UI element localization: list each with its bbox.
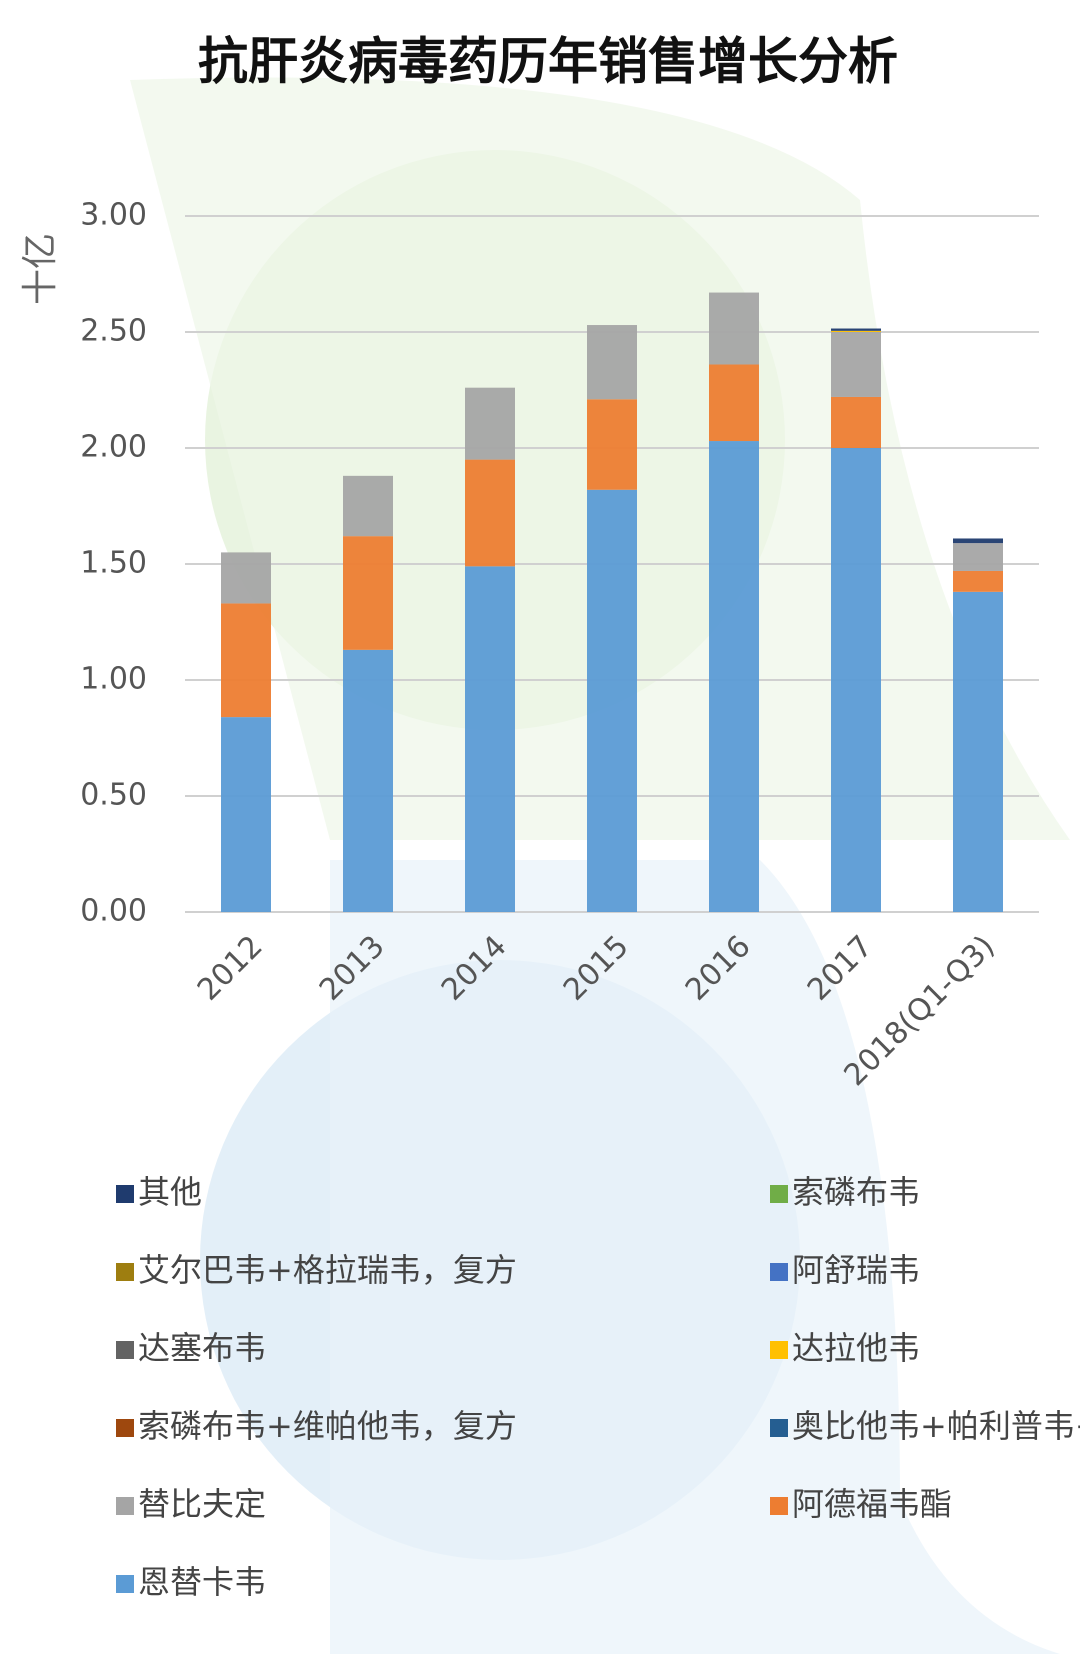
- legend-label: 达拉他韦: [792, 1329, 920, 1367]
- bar-segment: [221, 717, 271, 912]
- bar-segment: [587, 399, 637, 490]
- y-tick-label: 2.00: [80, 430, 147, 465]
- bar-segment: [831, 332, 881, 397]
- legend-label: 艾尔巴韦+格拉瑞韦，复方: [138, 1251, 517, 1289]
- legend-swatch: [770, 1185, 788, 1203]
- legend-label: 阿德福韦酯: [792, 1485, 952, 1523]
- bar-segment: [709, 292, 759, 365]
- bar-segment: [343, 536, 393, 650]
- legend-label: 其他: [138, 1173, 202, 1211]
- legend-swatch: [770, 1497, 788, 1515]
- y-axis-label: 十亿: [20, 233, 61, 305]
- legend-label: 恩替卡韦: [138, 1563, 266, 1601]
- legend-swatch: [116, 1185, 134, 1203]
- y-tick-label: 3.00: [80, 198, 147, 233]
- bar-segment: [831, 448, 881, 912]
- legend-swatch: [116, 1341, 134, 1359]
- decor-blue-shape: [330, 860, 1060, 1654]
- legend-label: 索磷布韦: [792, 1173, 920, 1211]
- y-tick-label: 2.50: [80, 314, 147, 349]
- legend-label: 阿舒瑞韦: [792, 1251, 920, 1289]
- legend-swatch: [116, 1263, 134, 1281]
- y-tick-label: 0.00: [80, 894, 147, 929]
- legend-label: 达塞布韦: [138, 1329, 266, 1367]
- bar-segment: [953, 538, 1003, 544]
- legend-swatch: [770, 1341, 788, 1359]
- bar-segment: [953, 570, 1003, 592]
- legend-label: 索磷布韦+维帕他韦，复方: [138, 1407, 517, 1445]
- legend-label: 替比夫定: [138, 1485, 266, 1523]
- bar-segment: [221, 603, 271, 718]
- bar-segment: [953, 543, 1003, 571]
- legend-swatch: [116, 1419, 134, 1437]
- legend-swatch: [116, 1497, 134, 1515]
- bar-segment: [465, 387, 515, 460]
- y-tick-label: 1.00: [80, 662, 147, 697]
- chart-title: 抗肝炎病毒药历年销售增长分析: [198, 33, 898, 91]
- bar-segment: [343, 475, 393, 537]
- bar-segment: [465, 459, 515, 567]
- y-tick-label: 0.50: [80, 778, 147, 813]
- bar-segment: [831, 396, 881, 448]
- bar-segment: [953, 591, 1003, 912]
- bar-segment: [709, 441, 759, 912]
- bar-segment: [221, 552, 271, 604]
- bar-segment: [343, 649, 393, 912]
- bar-segment: [831, 328, 881, 331]
- legend-swatch: [770, 1419, 788, 1437]
- bar-segment: [709, 364, 759, 442]
- bar-segment: [831, 330, 881, 332]
- legend-swatch: [770, 1263, 788, 1281]
- legend-swatch: [116, 1575, 134, 1593]
- bar-segment: [587, 325, 637, 400]
- bar-segment: [587, 489, 637, 912]
- y-tick-label: 1.50: [80, 546, 147, 581]
- bar-segment: [465, 566, 515, 912]
- legend-label: 奥比他韦+帕利普韦+利托那韦，复方: [792, 1407, 1080, 1445]
